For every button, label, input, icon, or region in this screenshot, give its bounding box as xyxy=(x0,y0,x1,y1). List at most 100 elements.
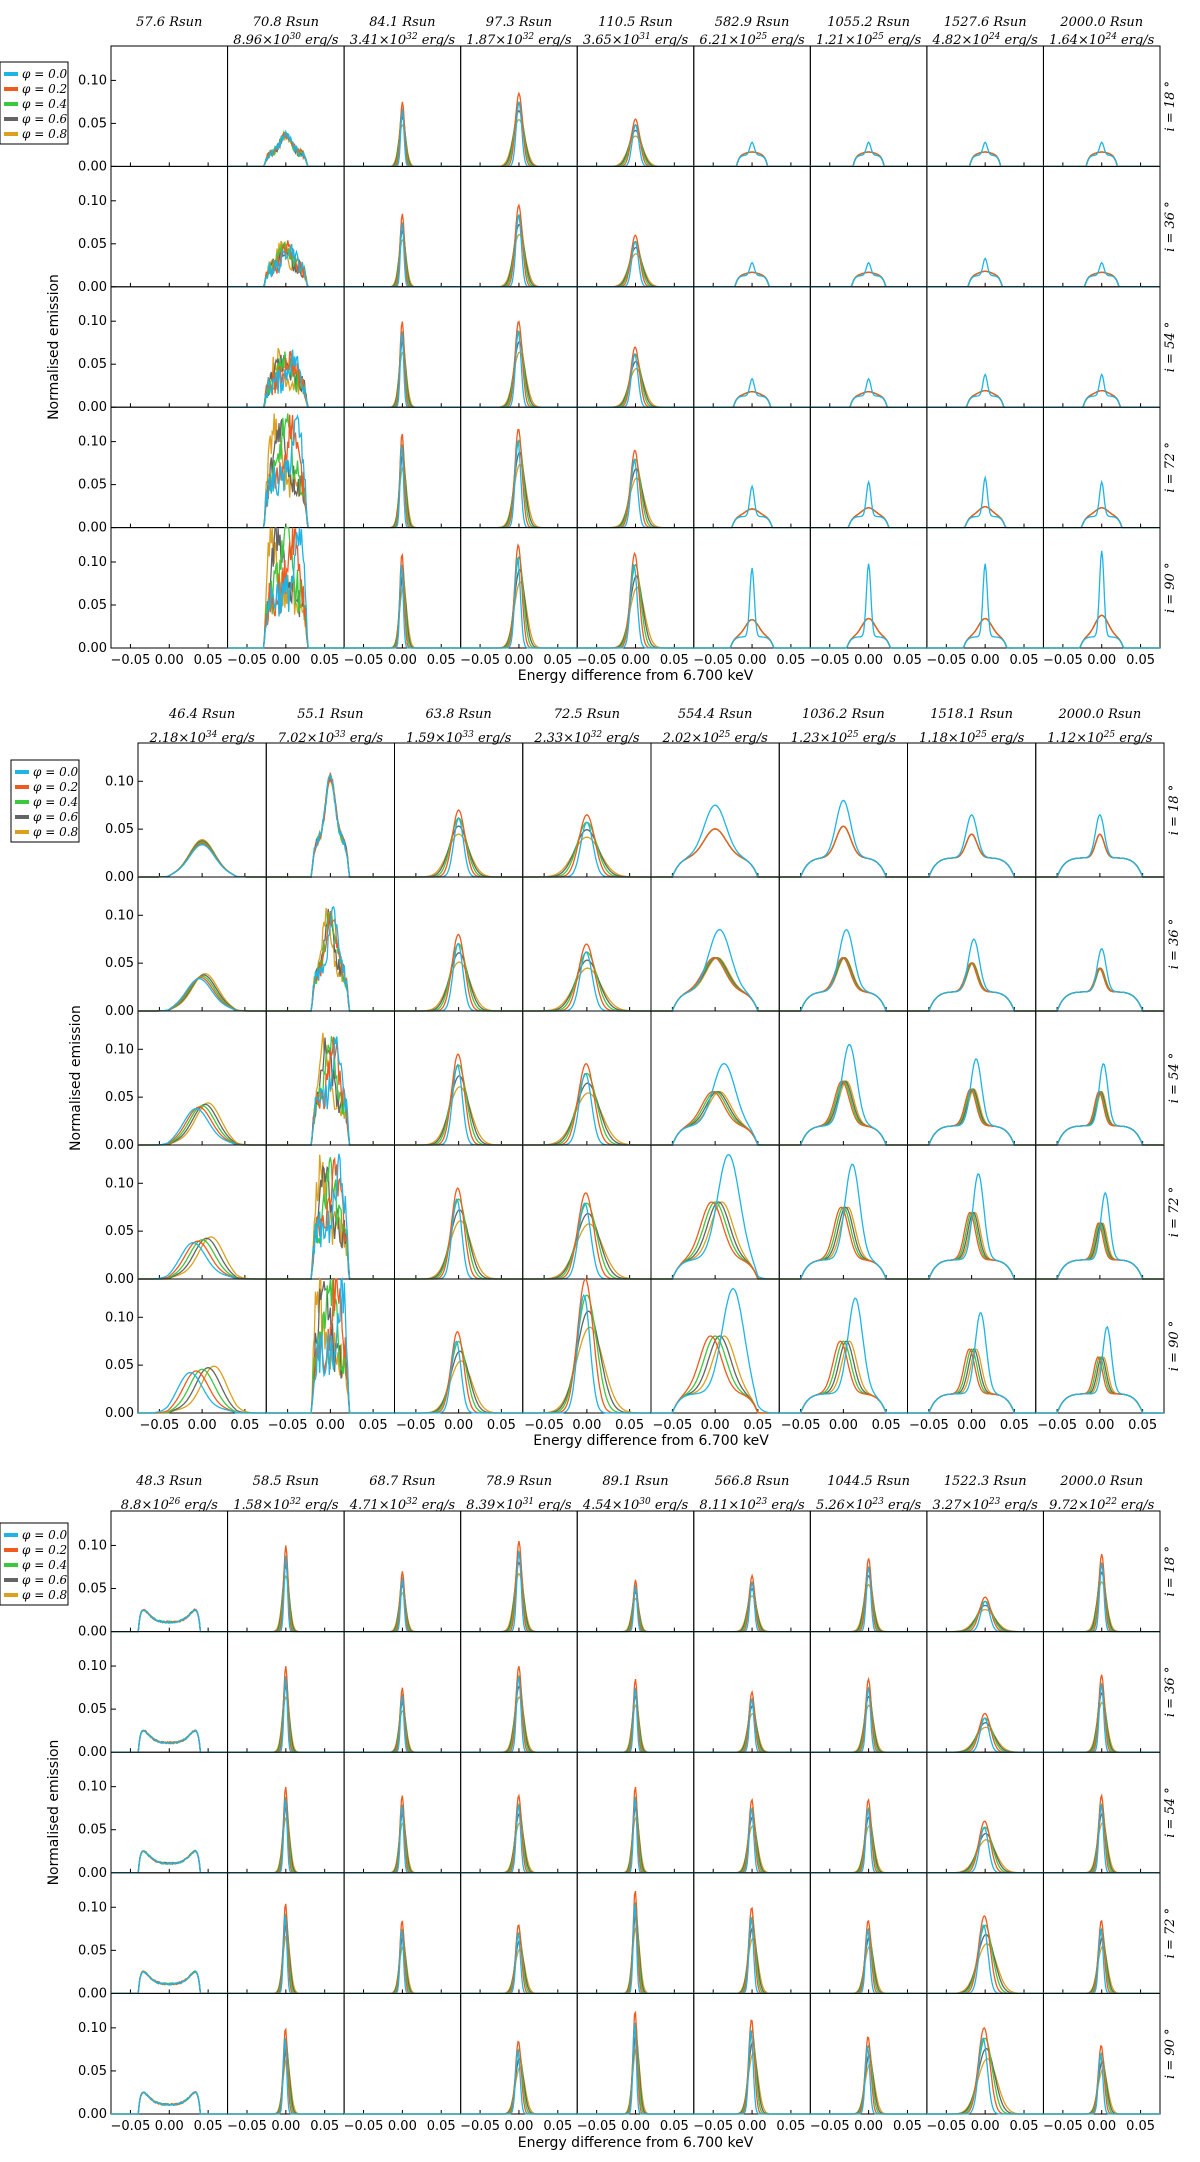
subplot: −0.05 0.00 0.05 xyxy=(227,1992,345,2134)
series-line-phi-0.2 xyxy=(926,1596,1044,1633)
inclination-label: i = 36 ° xyxy=(1163,1667,1178,1718)
column-luminosity: 4.54×1030 erg/s xyxy=(582,1497,689,1513)
legend-entry: φ = 0.4 xyxy=(22,1558,67,1572)
y-tick-label: 0.05 xyxy=(78,1702,107,1717)
subplot: 0.00 0.05 0.10 xyxy=(78,165,229,295)
column-luminosity: 1.21×1025 erg/s xyxy=(816,32,922,48)
column-title: 2000.0 Rsun xyxy=(1059,15,1143,30)
y-tick-label: 0.00 xyxy=(105,1406,134,1421)
subplot-frame xyxy=(778,876,908,1012)
x-tick-label: 0.00 xyxy=(155,653,184,668)
series-line-phi-0.8 xyxy=(227,1695,345,1753)
series-line-phi-0.6 xyxy=(907,833,1036,878)
series-line-phi-0.0 xyxy=(926,257,1044,288)
series-line-phi-0.4 xyxy=(779,956,908,1012)
subplot xyxy=(460,45,578,168)
column-luminosity: 1.87×1032 erg/s xyxy=(466,32,572,48)
subplot xyxy=(227,1872,345,1995)
series-line-phi-0.0 xyxy=(693,1917,811,1995)
series-line-phi-0.8 xyxy=(344,1822,461,1874)
x-tick-label: 0.05 xyxy=(310,2119,339,2134)
series-line-phi-0.2 xyxy=(138,1370,267,1414)
series-line-phi-0.2 xyxy=(779,1080,908,1146)
subplot-frame xyxy=(110,527,229,649)
subplot: 0.00 0.05 0.10 xyxy=(78,406,229,536)
series-line-phi-0.8 xyxy=(344,466,461,529)
series-line-phi-0.6 xyxy=(651,1090,780,1146)
series-line-phi-0.0 xyxy=(460,1932,578,1995)
y-tick-label: 0.00 xyxy=(78,280,107,295)
column-luminosity: 8.11×1023 erg/s xyxy=(699,1497,805,1513)
series-line-phi-0.2 xyxy=(394,809,523,878)
series-line-phi-0.6 xyxy=(1035,1090,1164,1146)
series-line-phi-0.8 xyxy=(907,1348,1036,1414)
subplot: i = 36 ° xyxy=(1042,165,1178,288)
legend-entry: φ = 0.4 xyxy=(22,97,67,111)
subplot-frame xyxy=(110,1631,229,1753)
x-tick-label: 0.00 xyxy=(971,653,1000,668)
subplot: −0.05 0.00 0.05 xyxy=(227,526,345,668)
subplot-frame xyxy=(343,45,462,167)
subplot-frame xyxy=(778,742,908,878)
series-line-phi-0.8 xyxy=(227,1817,345,1874)
series-line-phi-0.0 xyxy=(907,813,1036,878)
inclination-label: i = 54 ° xyxy=(1167,1053,1182,1104)
subplot xyxy=(926,1631,1044,1753)
subplot: −0.05 0.00 0.05 i = 90 ° xyxy=(1042,1992,1178,2134)
x-tick-label: 0.05 xyxy=(660,653,689,668)
series-line-phi-0.6 xyxy=(651,828,780,878)
y-tick-label: 0.05 xyxy=(105,1224,134,1239)
subplot-frame xyxy=(394,1144,524,1280)
y-tick-label: 0.10 xyxy=(105,1310,134,1325)
x-tick-label: 0.05 xyxy=(359,1418,388,1433)
x-tick-label: 0.05 xyxy=(543,653,572,668)
subplot xyxy=(460,1751,578,1874)
subplot-frame xyxy=(137,1278,267,1414)
series-line-phi-0.0 xyxy=(111,2091,228,2115)
series-line-phi-0.2 xyxy=(522,814,651,878)
column-luminosity: 2.18×1034 erg/s xyxy=(148,730,255,746)
x-tick-label: −0.05 xyxy=(344,653,384,668)
series-line-phi-0.2 xyxy=(810,617,927,649)
series-line-phi-0.4 xyxy=(651,1335,780,1414)
series-line-phi-0.4 xyxy=(651,956,780,1012)
subplot-frame xyxy=(522,1278,652,1414)
series-line-phi-0.8 xyxy=(522,1326,651,1414)
subplot: −0.05 0.00 0.05 xyxy=(460,527,578,668)
subplot: −0.05 0.00 0.05 xyxy=(809,1992,928,2134)
series-line-phi-0.0 xyxy=(394,1063,523,1146)
x-tick-label: 0.05 xyxy=(427,653,456,668)
series-line-phi-0.2 xyxy=(394,1330,523,1414)
series-line-phi-0.0 xyxy=(1035,1063,1164,1146)
y-tick-label: 0.05 xyxy=(78,478,107,493)
series-line-phi-0.8 xyxy=(693,1712,811,1753)
series-line-phi-0.8 xyxy=(926,2058,1044,2115)
subplot xyxy=(778,876,908,1012)
inclination-label: i = 18 ° xyxy=(1163,81,1178,132)
series-line-phi-0.0 xyxy=(227,2038,345,2115)
subplot xyxy=(809,165,928,288)
series-line-phi-0.4 xyxy=(907,962,1036,1012)
column-luminosity: 4.82×1024 erg/s xyxy=(932,32,1039,48)
series-line-phi-0.2 xyxy=(138,842,267,878)
series-line-phi-0.2 xyxy=(651,956,780,1012)
subplot-frame xyxy=(1042,45,1161,167)
x-tick-label: 0.05 xyxy=(194,2119,223,2134)
subplot-frame xyxy=(809,165,928,288)
series-line-phi-0.6 xyxy=(779,957,908,1012)
series-line-phi-0.4 xyxy=(394,942,523,1012)
series-line-phi-0.0 xyxy=(651,929,780,1012)
series-line-phi-0.0 xyxy=(907,938,1036,1012)
column-title: 70.8 Rsun xyxy=(253,15,319,30)
subplot-frame xyxy=(693,527,811,649)
y-tick-label: 0.10 xyxy=(105,908,134,923)
column-title: 57.6 Rsun xyxy=(136,15,202,30)
subplot-frame xyxy=(227,286,345,408)
subplot: i = 18 ° xyxy=(1035,742,1182,878)
x-tick-label: 0.00 xyxy=(829,1418,858,1433)
subplot-frame xyxy=(693,286,811,408)
subplot: i = 72 ° xyxy=(1042,1872,1178,1995)
x-tick-label: −0.05 xyxy=(1043,653,1083,668)
subplot-frame xyxy=(907,1278,1037,1414)
